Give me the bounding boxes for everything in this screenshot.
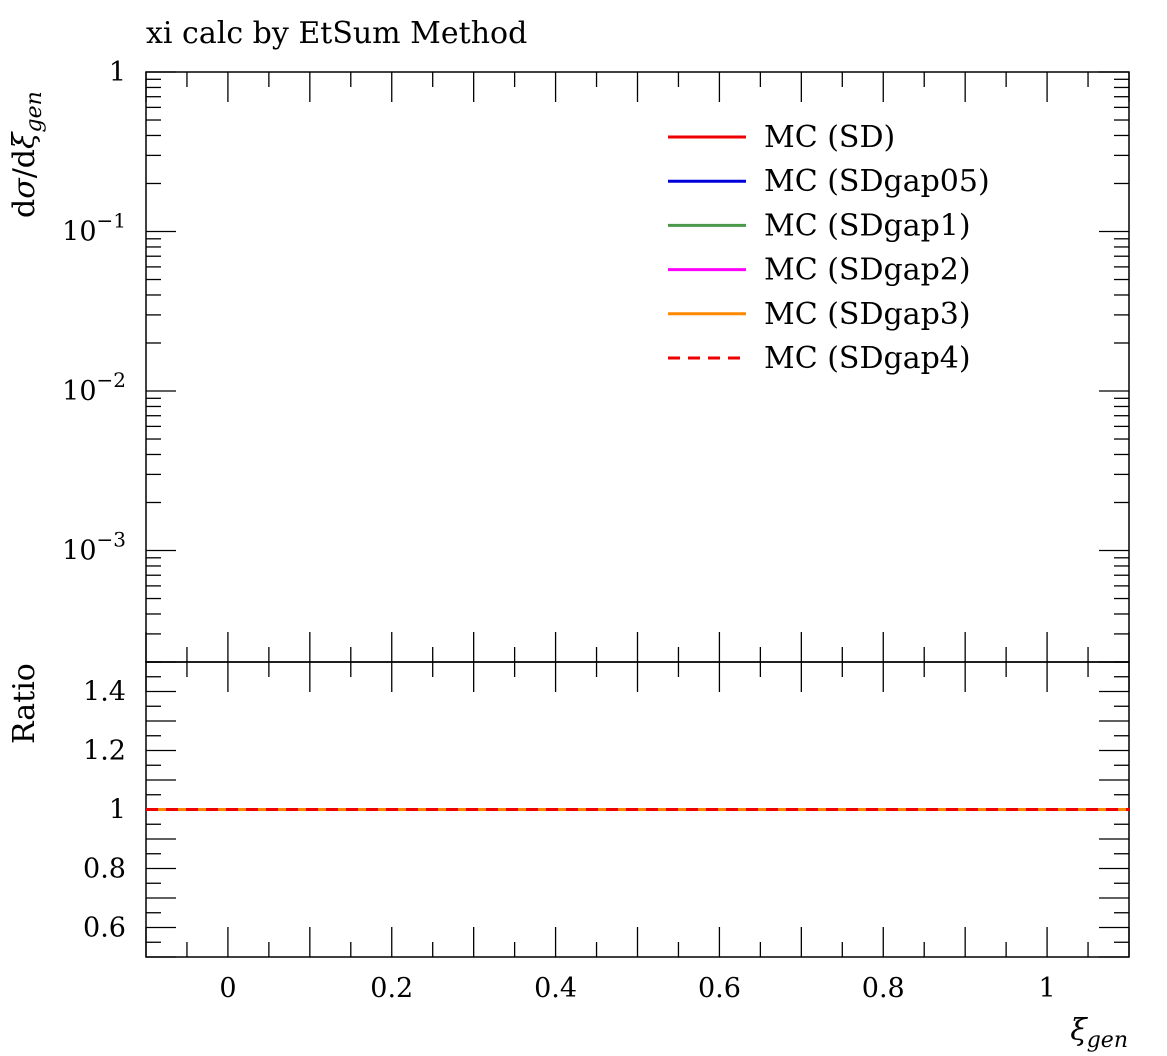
legend-label-4: MC (SDgap2) [764,253,971,288]
legend-label-2: MC (SDgap05) [764,164,990,199]
ratio-panel: 0 0.2 0.4 0.6 0.8 1 1.4 1.2 1 0.8 0.6 [83,661,1130,1004]
main-y-tick-exponent: −3 [97,528,126,552]
y-axis-label-ratio: Ratio [7,663,42,744]
main-y-tick-base: 10 [62,376,96,407]
main-y-tick-exponent: −1 [97,209,126,233]
x-tick-label: 0.2 [370,973,413,1004]
x-tick-label: 1 [1038,973,1055,1004]
x-tick-label: 0.4 [534,973,577,1004]
y-axis-label-main: dσ/dξgen [7,91,47,218]
x-tick-label: 0.8 [862,973,905,1004]
chart-title: xi calc by EtSum Method [146,16,527,51]
main-panel-frame [145,71,1130,663]
x-tick-label: 0.6 [698,973,741,1004]
main-y-tick-base: 10 [62,217,96,248]
legend-label-6: MC (SDgap4) [764,341,971,376]
main-y-tick-label: 1 [109,57,126,88]
legend: MC (SD) MC (SDgap05) MC (SDgap1) MC (SDgap2… [668,120,990,376]
main-y-tick-base: 1 [109,57,126,88]
legend-label-3: MC (SDgap1) [764,208,971,243]
main-y-tick-label: 10−1 [62,209,126,248]
main-y-tick-label: 10−3 [62,528,126,567]
legend-label-1: MC (SD) [764,120,895,155]
ratio-y-tick-label: 1.2 [83,736,126,767]
ratio-y-tick-label: 1 [109,795,126,826]
main-y-tick-base: 10 [62,536,96,567]
ratio-y-tick-label: 1.4 [83,677,126,708]
main-y-tick-label: 10−2 [62,368,126,407]
ratio-y-tick-label: 0.6 [83,913,126,944]
x-tick-label: 0 [219,973,236,1004]
main-y-tick-exponent: −2 [97,368,126,392]
ratio-y-tick-label: 0.8 [83,854,126,885]
x-axis-label: ξgen [1070,1013,1128,1053]
main-panel: 110−110−210−3 [62,57,1130,663]
legend-label-5: MC (SDgap3) [764,297,971,332]
